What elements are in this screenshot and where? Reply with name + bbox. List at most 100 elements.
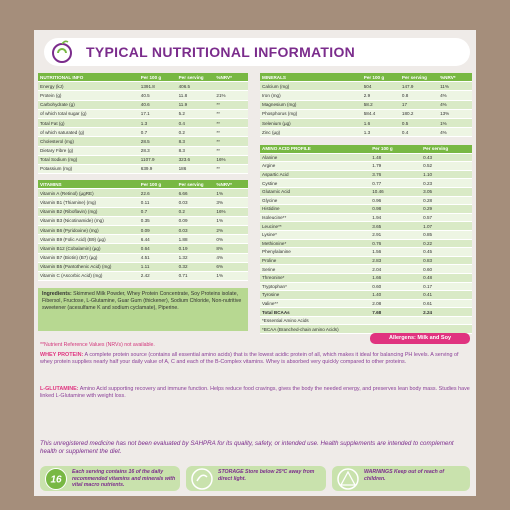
table-cell: Per 100 g (363, 74, 385, 80)
para-label: WHEY PROTEIN: (40, 352, 84, 358)
table-cell: 4% (216, 255, 224, 261)
table-cell: 4% (440, 102, 447, 108)
icon: 16 (45, 468, 67, 490)
table-cell: 0.35 (140, 218, 150, 224)
table-row: Vitamin B5 (Pantothenic Acid) (mg) 1.11 0.… (38, 262, 248, 272)
table-cell: Protein (g) (40, 92, 62, 98)
table-cell: 0.4 (178, 120, 185, 126)
table-cell: Serine (262, 266, 276, 272)
table-cell: 1.79 (372, 163, 382, 169)
table-cell: 8.3 (178, 138, 185, 144)
table-cell: Phenylalanine (262, 249, 291, 255)
table-cell: 0.7 (140, 209, 148, 215)
table-cell: 0.4 (401, 129, 409, 135)
table-cell: 2.04 (372, 266, 382, 272)
table-cell: ** (216, 111, 220, 117)
table-cell: 1107.9 (140, 157, 155, 163)
table-cell: Glutamic Acid (262, 189, 291, 195)
table-cell: 1% (216, 273, 224, 279)
table-cell: %NRV* (216, 74, 232, 80)
table-row: Proline 2.83 0.83 (260, 256, 472, 266)
table-cell: 0.45 (423, 249, 433, 255)
table-cell: Argine (262, 163, 276, 169)
table-cell: 639.9 (140, 166, 153, 172)
nrv-note: **Nutrient Reference Values (NRVs) not a… (40, 342, 155, 348)
table-cell: 6% (216, 264, 224, 270)
table-cell: ** (216, 102, 220, 108)
table-cell: 0.48 (423, 275, 433, 281)
table-cell: NUTRITIONAL INFO (40, 74, 84, 80)
para-text: Amino Acid supporting recovery and immun… (40, 386, 470, 400)
table-cell: 13% (440, 111, 450, 117)
table-cell: Total Sodium (mg) (40, 157, 78, 163)
table-row: Total Fat (g) 1.3 0.4 ** (38, 118, 248, 129)
table-row: Methionine* 0.76 0.22 (260, 239, 472, 249)
table-cell: 11.9 (178, 102, 188, 108)
table-row: Valine** 2.08 0.61 (260, 299, 472, 309)
table-cell: 2.08 (372, 300, 382, 306)
title: TYPICAL NUTRITIONAL INFORMATION (86, 44, 356, 60)
table-row: Energy (kJ) 1391.8 406.5 (38, 82, 248, 92)
table-cell: Per 100 g (140, 74, 162, 80)
table-row: Tyrosine 1.40 0.41 (260, 291, 472, 300)
ingredients-text: Skimmed Milk Powder, Whey Protein Concen… (42, 291, 242, 311)
table-cell: 1391.8 (140, 83, 155, 89)
table-row: of which saturated (g) 0.7 0.2 ** (38, 128, 248, 138)
table-row: Calcium (mg) 504 147.9 11% (260, 82, 472, 92)
table-cell: 0.52 (423, 163, 433, 169)
table-cell: %NRV* (216, 181, 232, 187)
disclaimer: This unregistered medicine has not been … (40, 440, 454, 455)
table-row: Vitamin B12 (Cobalamin) (µg) 0.64 0.19 8% (38, 244, 248, 254)
table-row: Carbohydrate (g) 40.6 11.9 ** (38, 100, 248, 110)
ingredients: Ingredients: Skimmed Milk Powder, Whey P… (38, 288, 248, 331)
table-cell: 2.42 (140, 273, 150, 279)
table-cell: 0% (216, 236, 224, 242)
table-row: VITAMINS Per 100 g Per serving %NRV* (38, 180, 248, 190)
table-cell: 180.2 (401, 111, 414, 117)
table-cell: 0.8 (401, 92, 409, 98)
table-cell: 0.96 (372, 197, 382, 203)
table-row: Vitamin A (Retinol) (µgRE) 22.6 6.66 1% (38, 189, 248, 199)
table-cell: 10.46 (372, 189, 384, 195)
table-cell: 0.2 (178, 209, 185, 215)
table-cell: Magnesium (mg) (262, 102, 297, 108)
table-cell: Zinc (µg) (262, 129, 281, 135)
table-cell: Valine** (262, 300, 279, 306)
table-cell: 0.2 (178, 129, 185, 135)
table-cell: 0.76 (372, 240, 382, 246)
table-row: Alanine 1.48 0.43 (260, 153, 472, 163)
table-cell: 2.9 (363, 92, 371, 98)
table-cell: 4% (440, 92, 447, 98)
table-cell: 5.2 (178, 111, 185, 117)
table-cell: 2% (216, 227, 224, 233)
icon (191, 468, 213, 490)
table-row: Vitamin B9 (Folic Acid) (B9) (µg) 6.44 1.8… (38, 235, 248, 245)
table-cell: 28.5 (140, 138, 150, 144)
table-row: Iron (mg) 2.9 0.8 4% (260, 91, 472, 101)
table-cell: 4.51 (140, 255, 150, 261)
table-cell: 584.4 (363, 111, 376, 117)
table-cell: 0.64 (140, 245, 150, 251)
table-cell: of which total sugar (g) (40, 111, 87, 117)
table-cell: 1% (216, 190, 224, 196)
paragraph: L-GLUTAMINE: Amino Acid supporting recov… (40, 386, 470, 400)
table-cell: 147.9 (401, 83, 414, 89)
table-cell: 0.09 (140, 227, 150, 233)
table-cell: 0.29 (423, 206, 433, 212)
table-cell: Cholesterol (mg) (40, 138, 74, 144)
footer-box: STORAGE Store below 25ºC away from direc… (186, 466, 326, 491)
table-cell: 504 (363, 83, 372, 89)
table-cell: *Essential Amino Acids (262, 318, 309, 324)
table-cell: 0.77 (372, 180, 382, 186)
table-cell: 40.6 (140, 102, 150, 108)
para-text: A complete protein source (contains all … (40, 352, 459, 366)
table-cell: 4% (440, 129, 447, 135)
table-cell: 0.23 (423, 180, 433, 186)
table-row: Potassium (mg) 639.9 186 ** (38, 164, 248, 175)
table-cell: Vitamin A (Retinol) (µgRE) (40, 190, 94, 196)
table-row: Argine 1.79 0.52 (260, 162, 472, 171)
table-cell: 2.83 (372, 258, 382, 264)
table-cell: 1.10 (423, 172, 433, 178)
footer-box: WARNINGS Keep out of reach of children. (332, 466, 470, 491)
